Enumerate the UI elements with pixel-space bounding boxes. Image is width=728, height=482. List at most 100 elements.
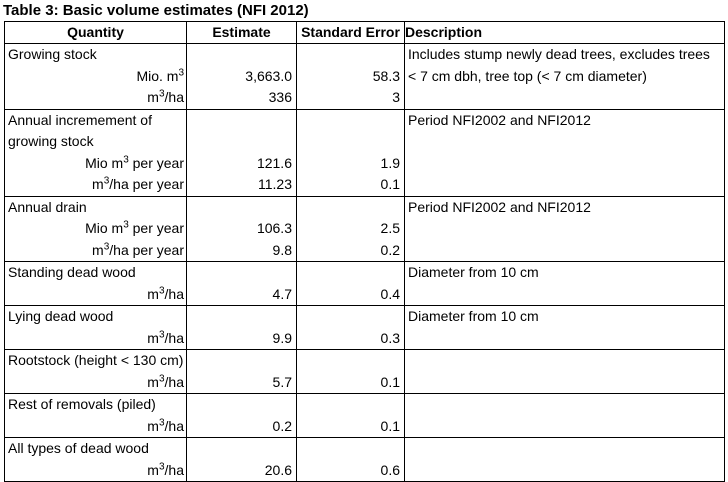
description-cell: Period NFI2002 and NFI2012: [404, 195, 725, 262]
description-line: Diameter from 10 cm: [408, 264, 539, 280]
table-row: Rest of removals (piled) m3/ha 0.2 0.1: [4, 393, 725, 438]
column-header-quantity: Quantity: [4, 21, 187, 44]
description-cell: [404, 393, 725, 438]
unit-label: m3/ha: [147, 460, 184, 478]
estimate-cell: 9.9: [186, 305, 297, 350]
standard-error-value: 0.1: [380, 417, 400, 434]
description-cell: Diameter from 10 cm: [404, 305, 725, 350]
standard-error-cell: 58.3 3: [296, 43, 405, 110]
empty-line: [298, 351, 404, 372]
estimate-cell: 3,663.0 336: [186, 43, 297, 110]
empty-line: [298, 197, 404, 218]
group-label: Lying dead wood: [8, 308, 114, 324]
estimate-cell: 106.3 9.8: [186, 195, 297, 262]
unit-label: m3/ha: [147, 88, 184, 105]
estimate-cell: 20.6: [186, 437, 297, 482]
description-cell: Diameter from 10 cm: [404, 261, 725, 306]
group-label: growing stock: [8, 133, 94, 149]
column-header-description: Description: [404, 21, 725, 44]
estimate-value: 20.6: [264, 461, 292, 478]
empty-line: [298, 44, 404, 65]
description-cell: [404, 437, 725, 482]
empty-line: [298, 131, 404, 153]
table-title: Table 3: Basic volume estimates (NFI 201…: [3, 2, 309, 19]
unit-label: m3/ha: [147, 284, 184, 302]
standard-error-cell: 0.4: [296, 261, 405, 306]
table-row: Rootstock (height < 130 cm) m3/ha 5.7 0.1: [4, 349, 725, 394]
table-row: All types of dead wood m3/ha 20.6 0.6: [4, 437, 725, 482]
column-header-standard-error: Standard Error: [296, 21, 405, 44]
estimate-value: 106.3: [256, 220, 292, 236]
superscript: 3: [158, 328, 165, 340]
estimate-cell: 4.7: [186, 261, 297, 306]
quantity-cell: Annual drain Mio m3 per year m3/ha per yea…: [4, 195, 187, 262]
description-line: Includes stump newly dead trees, exclude…: [408, 46, 710, 62]
superscript: 3: [158, 88, 165, 100]
empty-line: [298, 395, 404, 416]
standard-error-value: 0.1: [380, 373, 400, 390]
standard-error-value: 0.1: [380, 176, 400, 192]
standard-error-cell: 2.5 0.2: [296, 195, 405, 262]
group-label: Annual incremement of: [8, 111, 152, 128]
estimate-value: 5.7: [272, 373, 292, 390]
standard-error-value: 0.4: [380, 285, 400, 302]
quantity-cell: Rest of removals (piled) m3/ha: [4, 393, 187, 438]
standard-error-cell: 0.6: [296, 437, 405, 482]
standard-error-value: 0.3: [380, 329, 400, 346]
superscript: 3: [123, 153, 129, 165]
group-label: Rest of removals (piled): [8, 396, 156, 412]
superscript: 3: [103, 175, 110, 187]
description-line: Period NFI2002 and NFI2012: [408, 198, 591, 215]
quantity-cell: Growing stock Mio. m3 m3/ha: [4, 43, 187, 110]
description-line: Diameter from 10 cm: [408, 308, 539, 324]
description-cell: Period NFI2002 and NFI2012: [404, 108, 725, 197]
unit-label: m3/ha: [147, 328, 184, 346]
estimate-cell: 0.2: [186, 393, 297, 438]
estimate-cell: 5.7: [186, 349, 297, 394]
quantity-cell: Annual incremement of growing stock Mio m3…: [4, 108, 187, 197]
empty-line: [188, 439, 296, 460]
empty-line: [188, 197, 296, 218]
unit-label: m3/ha per year: [92, 240, 184, 258]
empty-line: [298, 439, 404, 460]
standard-error-value: 0.2: [380, 241, 400, 258]
standard-error-value: 1.9: [380, 154, 400, 171]
empty-line: [188, 131, 296, 153]
empty-line: [298, 110, 404, 131]
column-header-estimate: Estimate: [186, 21, 297, 44]
table-row: Annual drain Mio m3 per year m3/ha per yea…: [4, 195, 725, 262]
empty-line: [188, 351, 296, 372]
group-label: Growing stock: [8, 46, 97, 62]
unit-label: Mio m3 per year: [85, 153, 184, 171]
empty-line: [188, 44, 296, 65]
empty-line: [188, 395, 296, 416]
estimate-value: 121.6: [256, 154, 292, 171]
table-row: Growing stock Mio. m3 m3/ha 3,663.0 336 58.3 3…: [4, 43, 725, 110]
estimate-value: 4.7: [272, 285, 292, 302]
table-body: Growing stock Mio. m3 m3/ha 3,663.0 336 58.3 3…: [4, 43, 725, 482]
table-row: Annual incremement of growing stock Mio m3…: [4, 108, 725, 197]
superscript: 3: [103, 240, 110, 252]
description-cell: [404, 349, 725, 394]
table-row: Standing dead wood m3/ha 4.7 0.4 Diameter fr…: [4, 261, 725, 306]
standard-error-cell: 0.3: [296, 305, 405, 350]
empty-line: [188, 110, 296, 131]
quantity-cell: Standing dead wood m3/ha: [4, 261, 187, 306]
group-label: Standing dead wood: [8, 264, 136, 280]
standard-error-cell: 1.9 0.1: [296, 108, 405, 197]
table-header-row: Quantity Estimate Standard Error Descrip…: [4, 21, 725, 44]
estimate-cell: 121.6 11.23: [186, 108, 297, 197]
superscript: 3: [178, 66, 184, 78]
estimate-value: 9.8: [272, 241, 292, 258]
description-line: < 7 cm dbh, tree top (< 7 cm diameter): [408, 67, 647, 84]
unit-label: m3/ha per year: [92, 175, 184, 192]
standard-error-cell: 0.1: [296, 349, 405, 394]
superscript: 3: [158, 460, 165, 472]
quantity-cell: Rootstock (height < 130 cm) m3/ha: [4, 349, 187, 394]
standard-error-value: 0.6: [380, 461, 400, 478]
unit-label: m3/ha: [147, 416, 184, 434]
empty-line: [188, 263, 296, 284]
standard-error-cell: 0.1: [296, 393, 405, 438]
standard-error-value: 58.3: [372, 67, 400, 84]
standard-error-value: 3: [392, 89, 400, 105]
